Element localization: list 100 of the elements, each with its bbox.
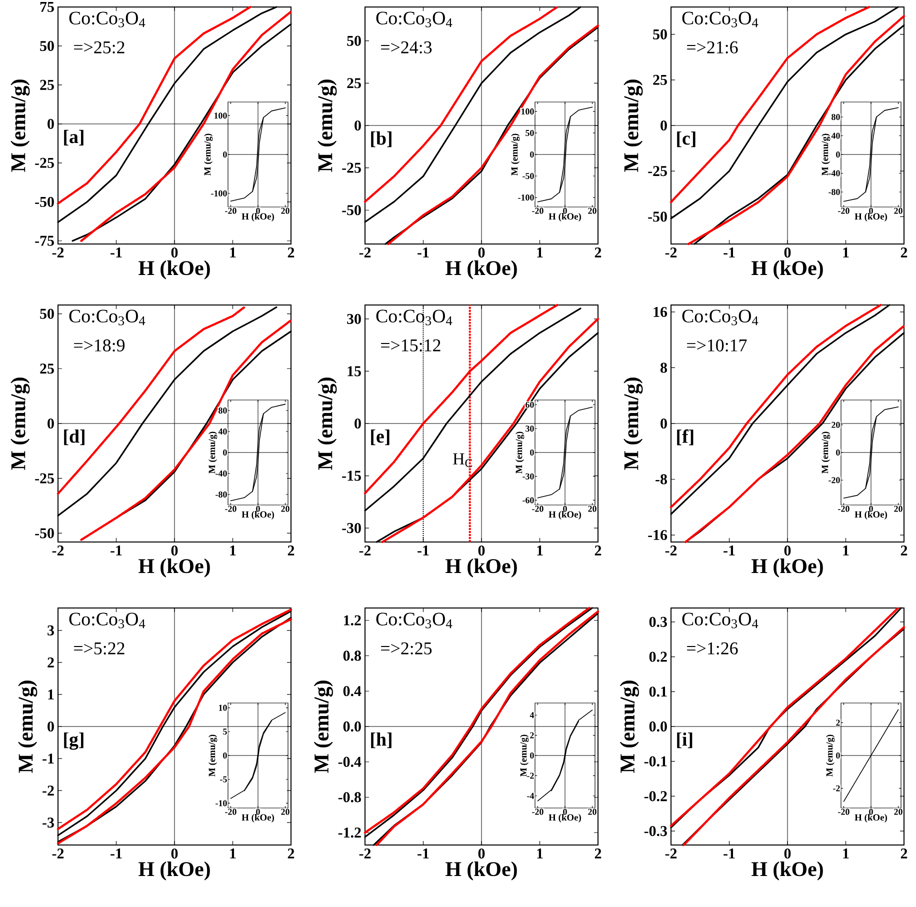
y-tick-label: 1 xyxy=(48,690,54,700)
y-tick-label: 2 xyxy=(836,720,840,726)
y-tick-label: 30 xyxy=(526,426,534,432)
y-axis-title: M (emu/g) xyxy=(10,378,30,470)
annotation: [d] xyxy=(64,429,84,446)
x-tick-label: -1 xyxy=(110,546,122,556)
y-tick-label: 0 xyxy=(836,752,840,759)
y-tick-label: 60 xyxy=(526,402,534,408)
y-tick-label: 0 xyxy=(223,752,227,759)
y-axis-title: M (emu/g) xyxy=(10,80,30,172)
y-tick-label: 2 xyxy=(48,658,54,668)
y-tick-label: 16 xyxy=(654,306,668,317)
y-axis-title: M (emu/g) xyxy=(318,378,337,470)
y-tick-label: -40 xyxy=(216,470,227,477)
annotation: [a] xyxy=(64,130,84,146)
x-axis-title: H (kOe) xyxy=(854,510,888,520)
x-axis-title: H (kOe) xyxy=(242,814,274,823)
y-axis-title: M (emu/g) xyxy=(821,432,830,474)
annotation: =>21:6 xyxy=(687,41,738,54)
x-axis-title: H (kOe) xyxy=(138,861,210,880)
y-tick-label: 10 xyxy=(218,704,227,711)
y-tick-label: 25 xyxy=(653,74,667,85)
y-tick-label: -30 xyxy=(522,473,534,480)
x-tick-label: 0 xyxy=(869,506,873,512)
y-tick-label: -100 xyxy=(211,190,227,196)
x-tick-label: 20 xyxy=(281,808,290,815)
x-tick-label: 0 xyxy=(478,248,485,258)
annotation: [h] xyxy=(371,732,392,748)
y-tick-label: -2 xyxy=(42,786,54,796)
x-tick-label: 2 xyxy=(594,546,602,556)
annotation: Co:Co$_{3}$O$_{4}$ xyxy=(69,310,146,326)
annotation: [b] xyxy=(371,131,392,148)
y-tick-label: 15 xyxy=(348,366,361,376)
x-tick-label: -1 xyxy=(110,248,122,258)
x-tick-label: 1 xyxy=(537,248,543,258)
y-tick-label: -4 xyxy=(527,792,534,799)
annotation: Co:Co$_{3}$O$_{4}$ xyxy=(69,612,146,628)
y-tick-label: 50 xyxy=(40,40,54,51)
x-tick-label: 20 xyxy=(894,808,902,815)
x-axis-title: H (kOe) xyxy=(752,861,823,880)
y-tick-label: 25 xyxy=(347,78,361,88)
x-tick-label: 2 xyxy=(288,546,294,556)
y-tick-label: -0.3 xyxy=(644,826,667,836)
x-tick-label: 0 xyxy=(256,506,260,512)
x-tick-label: 0 xyxy=(256,208,260,214)
y-tick-label: -2 xyxy=(833,785,840,792)
x-tick-label: 20 xyxy=(281,208,290,214)
x-tick-label: 0 xyxy=(171,848,178,859)
y-tick-label: 75 xyxy=(40,2,54,12)
y-tick-label: 0 xyxy=(354,418,361,429)
x-tick-label: 0 xyxy=(256,808,260,815)
y-tick-label: 20 xyxy=(832,422,840,428)
x-tick-label: 0 xyxy=(784,546,791,556)
x-tick-label: 1 xyxy=(537,848,543,858)
annotation: Co:Co$_{3}$O$_{4}$ xyxy=(376,12,452,28)
y-tick-label: 0.0 xyxy=(649,721,667,732)
y-tick-label: -50 xyxy=(522,172,534,180)
y-tick-label: 0.3 xyxy=(649,616,667,628)
y-tick-label: -10 xyxy=(216,800,227,806)
y-tick-label: -25 xyxy=(35,473,54,484)
annotation: =>10:17 xyxy=(687,339,747,352)
y-axis-title: M (emu/g) xyxy=(520,734,529,776)
x-tick-label: -1 xyxy=(418,546,429,556)
y-tick-label: -3 xyxy=(42,818,54,828)
y-tick-label: -20 xyxy=(828,477,840,484)
y-tick-label: -2 xyxy=(527,772,534,779)
y-tick-label: 0.4 xyxy=(343,686,362,696)
y-tick-label: 80 xyxy=(832,114,840,120)
y-tick-label: 0.0 xyxy=(343,721,361,732)
y-axis-title: M (emu/g) xyxy=(18,680,38,773)
x-tick-label: 0 xyxy=(563,208,567,214)
x-tick-label: 20 xyxy=(588,808,596,815)
y-axis-title: M (emu/g) xyxy=(208,734,218,776)
x-axis-title: H (kOe) xyxy=(548,814,582,823)
x-axis-title: H (kOe) xyxy=(752,558,823,578)
x-axis-title: H (kOe) xyxy=(446,260,517,280)
y-tick-label: -30 xyxy=(342,523,361,534)
y-tick-label: 0 xyxy=(223,151,227,158)
y-tick-label: 25 xyxy=(40,364,54,374)
x-tick-label: 0 xyxy=(478,848,485,859)
y-tick-label: -0.1 xyxy=(644,756,667,766)
y-tick-label: -1 xyxy=(42,754,54,764)
x-tick-label: 2 xyxy=(288,848,294,858)
x-tick-label: 1 xyxy=(843,248,849,258)
x-tick-label: 0 xyxy=(478,546,485,556)
x-tick-label: -1 xyxy=(724,248,735,258)
annotation: =>5:22 xyxy=(74,642,124,655)
x-axis-title: H (kOe) xyxy=(446,861,517,880)
y-tick-label: 1.2 xyxy=(344,615,361,626)
annotation: H$_{C}$ xyxy=(453,453,472,468)
annotation: Co:Co$_{3}$O$_{4}$ xyxy=(682,612,758,628)
y-tick-label: 25 xyxy=(40,80,54,90)
x-tick-label: 20 xyxy=(894,208,902,214)
x-axis-title: H (kOe) xyxy=(242,510,274,520)
x-axis-title: H (kOe) xyxy=(242,212,274,222)
y-tick-label: 0 xyxy=(354,120,361,131)
x-axis-title: H (kOe) xyxy=(752,260,823,280)
y-tick-label: 0 xyxy=(48,118,54,129)
x-tick-label: 2 xyxy=(900,848,908,858)
annotation: =>15:12 xyxy=(381,339,440,352)
